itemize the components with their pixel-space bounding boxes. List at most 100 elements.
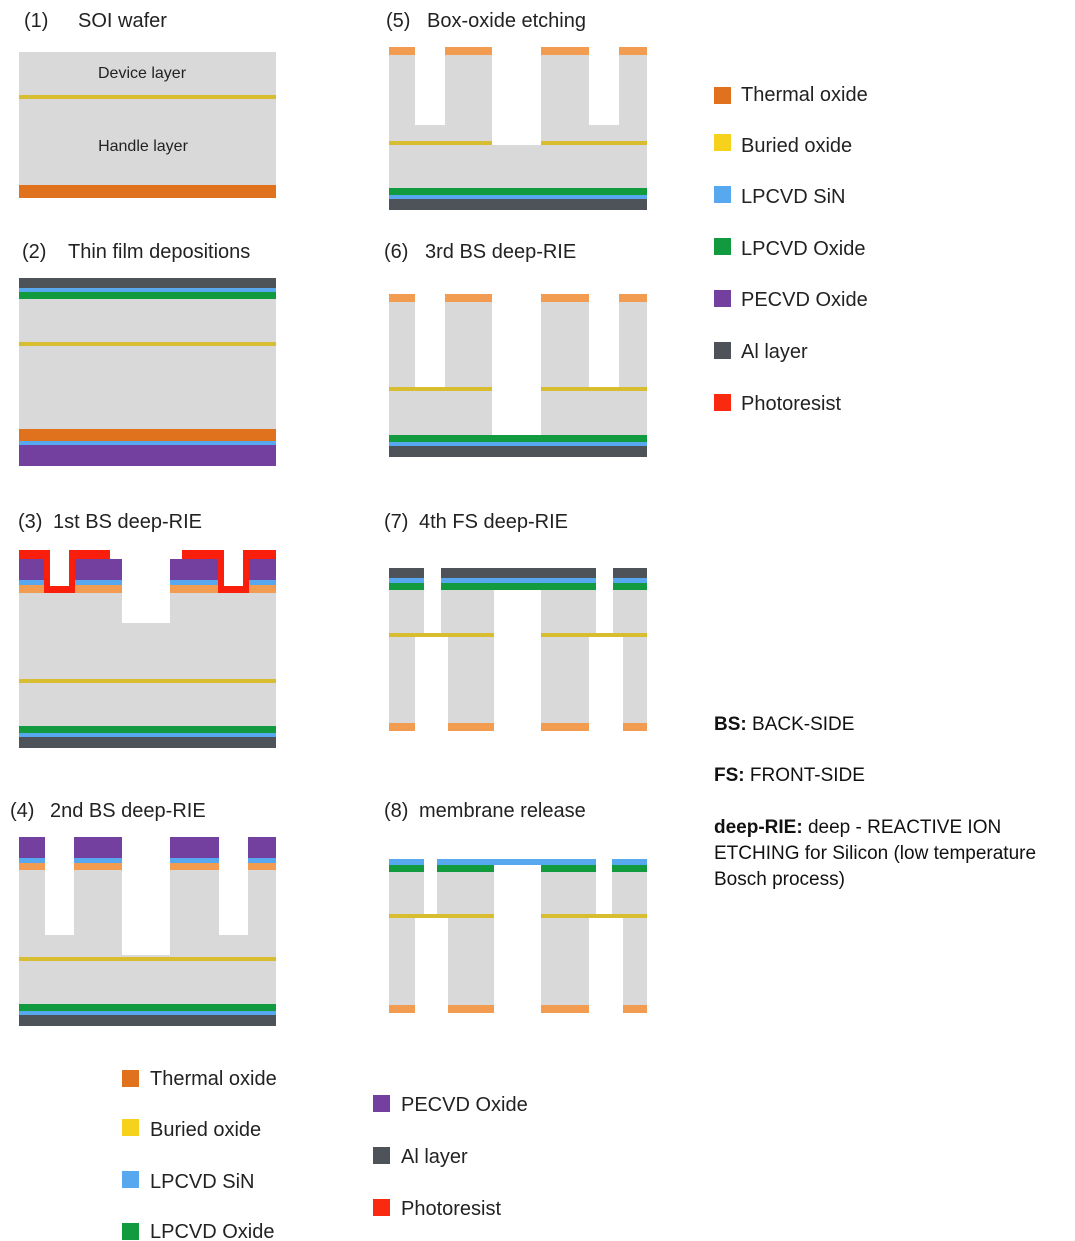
thermal-oxide-segment <box>541 294 589 302</box>
legend-swatch-lpcvd-oxide <box>122 1223 139 1240</box>
lpcvd-sin-layer <box>389 578 647 583</box>
legend-swatch-thermal-oxide <box>122 1070 139 1087</box>
photoresist-trench-wall <box>44 550 50 593</box>
buried-oxide-layer <box>19 679 276 683</box>
lpcvd-oxide-layer <box>19 292 276 299</box>
step-8-number: (8) <box>384 800 408 822</box>
released-membrane-cavity <box>494 865 541 1013</box>
legend-label-lpcvd-oxide: LPCVD Oxide <box>150 1221 275 1241</box>
lpcvd-oxide-layer <box>389 435 647 442</box>
front-side-trench <box>596 568 613 633</box>
thermal-oxide-segment <box>389 47 415 55</box>
step-1-title: SOI wafer <box>78 10 167 32</box>
thermal-oxide-segment <box>619 294 647 302</box>
handle-layer-label: Handle layer <box>98 138 189 155</box>
abbreviation-key: FS: <box>714 765 745 786</box>
abbreviation-key: deep-RIE: <box>714 817 803 838</box>
diagram-step-1: Device layer Handle layer <box>19 52 276 198</box>
legend-right: Thermal oxide Buried oxide LPCVD SiN LPC… <box>714 84 868 415</box>
trench-opening <box>415 294 445 387</box>
photoresist-trench-floor <box>218 586 249 593</box>
step-4-title: 2nd BS deep-RIE <box>50 800 206 822</box>
legend-swatch-lpcvd-oxide <box>714 238 731 255</box>
legend-label-al-layer: Al layer <box>401 1146 468 1168</box>
trench-opening <box>45 837 74 935</box>
deep-rie-cavity <box>122 559 170 623</box>
legend-label-thermal-oxide: Thermal oxide <box>150 1068 277 1090</box>
lpcvd-sin-layer <box>19 1011 276 1015</box>
legend-label-photoresist: Photoresist <box>741 393 841 415</box>
legend-label-thermal-oxide: Thermal oxide <box>741 84 868 106</box>
released-gap <box>415 918 448 1013</box>
legend-label-pecvd-oxide: PECVD Oxide <box>741 289 868 311</box>
deep-rie-cavity <box>122 837 170 955</box>
thermal-oxide-segment <box>445 294 492 302</box>
legend-swatch-lpcvd-sin <box>122 1171 139 1188</box>
lpcvd-sin-layer <box>19 733 276 737</box>
legend-swatch-buried-oxide <box>714 134 731 151</box>
abbreviation-fs: FS: FRONT-SIDE <box>714 763 1069 789</box>
released-gap <box>589 918 623 1013</box>
legend-label-lpcvd-sin: LPCVD SiN <box>741 186 845 208</box>
pecvd-oxide-layer <box>19 445 276 466</box>
trench-opening <box>589 294 619 387</box>
front-side-trench <box>424 568 441 633</box>
diagram-step-3 <box>19 550 276 748</box>
lpcvd-oxide-layer <box>389 188 647 195</box>
released-gap <box>589 637 623 731</box>
thermal-oxide-layer <box>19 429 276 441</box>
trench-opening <box>589 47 619 125</box>
diagram-step-5 <box>389 47 647 210</box>
legend-label-lpcvd-sin: LPCVD SiN <box>150 1171 254 1193</box>
silicon-wafer <box>19 299 276 429</box>
lpcvd-sin-layer <box>389 442 647 446</box>
trench-opening <box>50 550 69 586</box>
abbreviation-text: BACK-SIDE <box>752 714 855 735</box>
released-gap <box>415 637 448 731</box>
al-layer <box>19 737 276 748</box>
thermal-oxide-layer <box>19 185 276 198</box>
buried-oxide-layer <box>19 957 276 961</box>
al-layer <box>19 1015 276 1026</box>
deep-rie-cavity <box>494 590 541 731</box>
diagram-step-2 <box>19 278 276 466</box>
abbreviation-text: deep - REACTIVE ION ETCHING for Silicon … <box>714 817 1037 890</box>
lpcvd-sin-layer <box>389 859 647 865</box>
buried-oxide-layer <box>19 95 276 99</box>
legend-label-buried-oxide: Buried oxide <box>150 1119 261 1141</box>
step-5-number: (5) <box>386 10 410 32</box>
step-1-number: (1) <box>24 10 48 32</box>
thermal-oxide-segment <box>541 47 589 55</box>
deep-rie-cavity <box>492 294 541 435</box>
legend-swatch-pecvd-oxide <box>714 290 731 307</box>
legend-bottom-right: PECVD Oxide Al layer Photoresist <box>373 1094 528 1220</box>
al-layer <box>389 446 647 457</box>
step-5-title: Box-oxide etching <box>427 10 586 32</box>
step-2-title: Thin film depositions <box>68 241 250 263</box>
legend-label-buried-oxide: Buried oxide <box>741 135 852 157</box>
diagram-step-4 <box>19 837 276 1026</box>
legend-swatch-thermal-oxide <box>714 87 731 104</box>
diagram-step-6 <box>389 294 647 457</box>
front-side-trench <box>596 859 612 914</box>
step-7-number: (7) <box>384 511 408 533</box>
abbreviation-text: FRONT-SIDE <box>749 765 865 786</box>
legend-swatch-al-layer <box>714 342 731 359</box>
legend-swatch-buried-oxide <box>122 1119 139 1136</box>
legend-swatch-pecvd-oxide <box>373 1095 390 1112</box>
lpcvd-sin-layer <box>19 288 276 292</box>
legend-swatch-al-layer <box>373 1147 390 1164</box>
diagram-step-8 <box>389 859 647 1013</box>
step-titles: (1) SOI wafer (2) Thin film depositions … <box>10 10 586 822</box>
step-4-number: (4) <box>10 800 34 822</box>
trench-opening <box>415 47 445 125</box>
lpcvd-oxide-layer <box>19 726 276 733</box>
front-side-trench <box>424 859 437 914</box>
abbreviation-bs: BS: BACK-SIDE <box>714 712 1069 738</box>
photoresist-trench-wall <box>243 550 249 593</box>
legend-label-pecvd-oxide: PECVD Oxide <box>401 1094 528 1116</box>
lpcvd-sin-layer <box>19 441 276 445</box>
photoresist-trench-floor <box>44 586 75 593</box>
legend-label-photoresist: Photoresist <box>401 1198 501 1220</box>
